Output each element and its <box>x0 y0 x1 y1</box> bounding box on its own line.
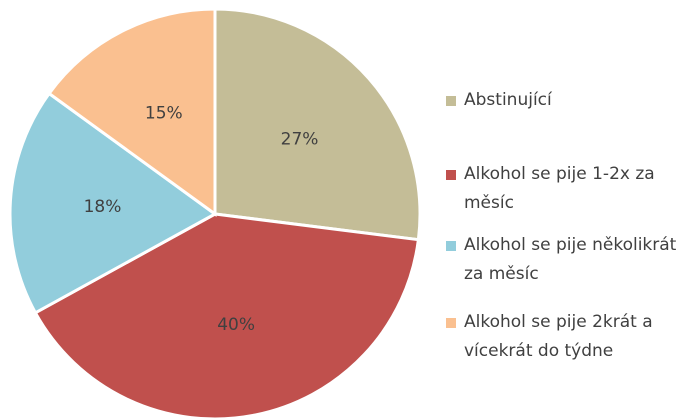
pie: 27% 40% 18% 15% <box>8 7 422 419</box>
legend-swatch <box>446 318 456 328</box>
slice <box>47 7 217 217</box>
legend-label: Alkohol se pije několikrát za měsíc <box>464 235 677 284</box>
slice <box>8 91 218 315</box>
data-label: 40% <box>217 315 255 335</box>
legend-label: Alkohol se pije 1-2x za měsíc <box>464 164 655 213</box>
data-label: 27% <box>281 129 319 149</box>
legend-swatch <box>446 96 456 106</box>
legend-label: Abstinující <box>464 90 552 110</box>
legend-swatch <box>446 170 456 180</box>
legend-item: Alkohol se pije 2krát a vícekrát do týdn… <box>446 308 682 366</box>
legend-swatch <box>446 241 456 251</box>
slice <box>213 7 422 242</box>
data-label: 15% <box>145 104 183 124</box>
data-label: 18% <box>84 197 122 217</box>
legend-item: Alkohol se pije několikrát za měsíc <box>446 231 682 289</box>
legend-label: Alkohol se pije 2krát a vícekrát do týdn… <box>464 312 653 361</box>
legend-item: Alkohol se pije 1-2x za měsíc <box>446 160 682 218</box>
slice <box>33 212 421 419</box>
legend-item: Abstinující <box>446 86 682 115</box>
